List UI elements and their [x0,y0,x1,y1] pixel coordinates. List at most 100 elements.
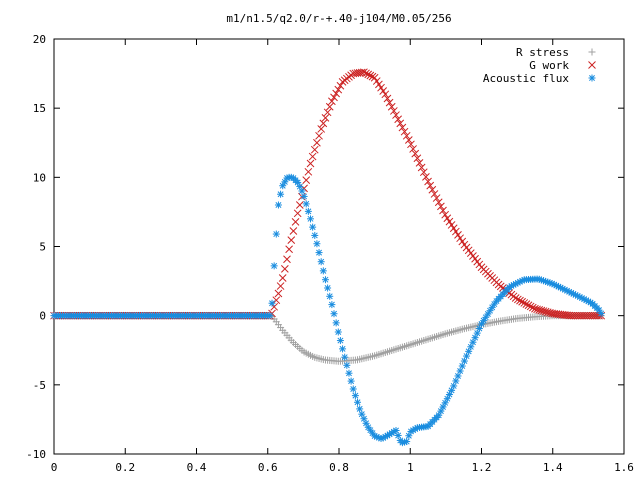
data-point [321,276,329,284]
data-point [272,230,280,238]
data-point [345,369,353,377]
data-point [336,337,344,345]
data-point [390,107,398,115]
data-point [451,227,460,236]
data-point [278,274,287,282]
data-point [315,249,323,257]
data-point [428,185,437,194]
data-point [411,149,420,158]
data-point [402,131,411,140]
data-point [313,138,321,147]
data-point [317,125,326,133]
data-point [426,181,435,190]
data-point [347,377,355,385]
data-point [539,307,548,315]
data-point [270,262,278,270]
legend-marker [588,61,596,69]
data-point [317,258,325,266]
x-tick-label: 1 [407,461,414,474]
data-point [289,227,298,235]
x-tick-label: 0.8 [329,461,349,474]
data-point [364,70,373,79]
data-point [274,289,283,298]
data-point [531,304,539,313]
x-tick-label: 0.6 [258,461,278,474]
data-point [291,218,300,226]
data-point [351,392,359,400]
data-point [321,113,330,122]
data-point [392,111,400,119]
data-point [339,345,347,353]
data-point [535,306,544,314]
data-point [445,391,453,399]
data-point [537,306,546,315]
data-point [441,210,450,219]
data-point [300,192,308,200]
data-point [293,209,302,218]
data-point [456,234,464,243]
x-tick-label: 0 [51,461,58,474]
data-point [385,98,394,107]
data-point [516,296,524,305]
y-tick-label: 5 [39,241,46,254]
data-point [533,305,541,314]
data-point [362,69,370,78]
data-point [325,102,334,111]
data-point [332,89,341,98]
chart-title: m1/n1.5/q2.0/r-+.40-j104/M0.05/256 [226,12,451,25]
data-point [356,405,364,413]
data-point [307,215,314,223]
data-point [422,172,430,181]
y-tick-label: 0 [39,310,46,323]
data-point [308,152,317,161]
data-point [268,299,276,307]
data-point [409,145,417,153]
data-point [398,123,407,132]
data-point [310,145,319,154]
data-point [341,353,349,361]
data-point [302,200,310,208]
data-point [522,300,531,308]
legend-label: R stress [516,46,569,59]
data-point [454,231,462,239]
data-point [419,168,428,177]
data-point [528,303,537,312]
data-point [330,310,338,318]
data-point [526,302,535,311]
data-point [434,198,443,207]
data-point [375,80,383,89]
y-tick-label: 10 [33,171,46,184]
data-point [403,438,411,446]
plot-frame [53,38,625,455]
series-layer [50,68,606,447]
data-point [404,136,413,144]
data-point [349,385,357,393]
data-point [324,284,332,292]
data-point [543,308,552,317]
data-point [387,102,396,111]
data-point [366,71,375,80]
data-point [360,68,368,77]
data-point [415,159,424,167]
data-point [358,410,366,418]
data-point [274,201,282,209]
data-point [336,81,345,90]
y-tick-label: 20 [33,33,46,46]
y-tick-label: 15 [33,102,46,115]
data-point [597,309,605,317]
data-point [309,223,317,231]
data-point [319,267,327,275]
data-point [445,217,454,226]
data-point [354,398,362,406]
data-point [424,177,432,186]
data-point [343,361,351,369]
axes: 0 0.2 0.4 0.6 0.8 1 1.2 1.4 1.6 -10 -5 0 5 10 15 20 [26,33,634,474]
data-point [315,131,323,140]
data-point [334,328,342,336]
data-point [277,190,285,198]
y-tick-label: -5 [33,379,46,392]
data-point [285,245,293,254]
y-tick-label: -10 [26,448,46,461]
